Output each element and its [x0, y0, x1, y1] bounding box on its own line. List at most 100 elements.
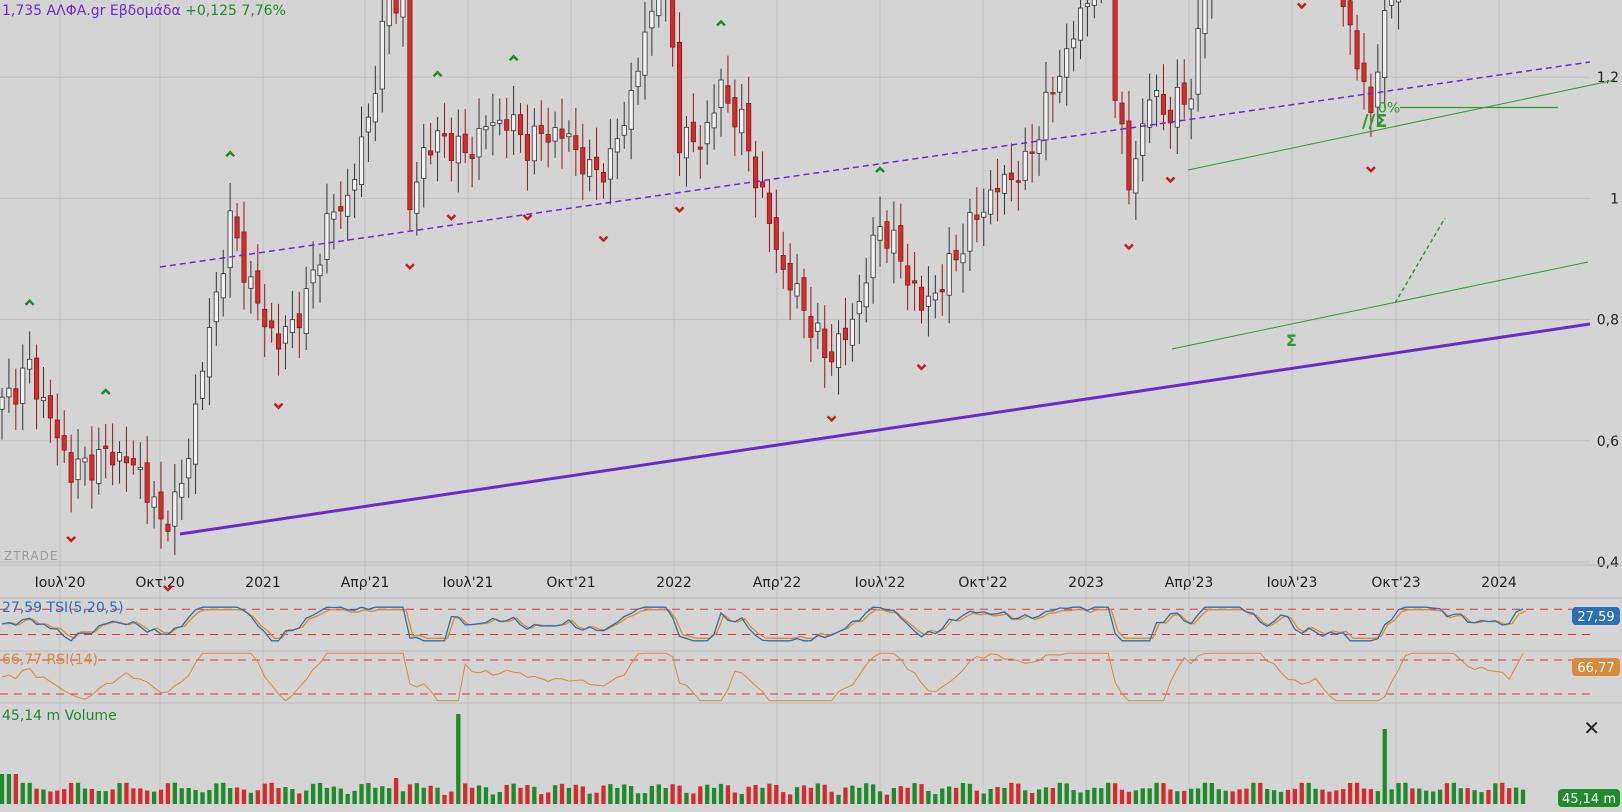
volume-bar [532, 786, 537, 804]
candle-body [234, 216, 240, 239]
volume-bar [518, 787, 523, 804]
candle [960, 223, 966, 293]
volume-bar [442, 794, 447, 804]
volume-bar [926, 790, 931, 804]
candle-body [1126, 120, 1132, 191]
candle [421, 123, 427, 208]
candle [787, 243, 793, 321]
candle-body [338, 206, 344, 212]
volume-bar [732, 792, 737, 804]
volume-bar [1348, 782, 1353, 804]
volume-bar [407, 784, 413, 804]
volume-bar [1465, 788, 1470, 804]
candle-body [842, 327, 849, 341]
volume-bar [974, 790, 979, 804]
channel-lower-line [1171, 261, 1589, 350]
candle-body [759, 181, 766, 188]
candle-body [670, 0, 676, 48]
watermark: ZTRADE [4, 549, 58, 563]
candle-body [849, 318, 855, 346]
candle [925, 266, 931, 337]
volume-bar [870, 784, 876, 804]
candle-body [75, 458, 81, 481]
channel-upper-line [1187, 79, 1616, 171]
volume-bar [186, 787, 191, 804]
candle-body [1112, 0, 1118, 101]
candle [621, 101, 627, 149]
candle-body [960, 253, 966, 264]
volume-bar [1354, 782, 1360, 804]
volume-bar [1057, 782, 1062, 804]
candle-body [974, 214, 980, 220]
candle [1057, 49, 1063, 104]
y-tick-label: 0,4 [1597, 555, 1619, 571]
volume-bar [1189, 788, 1194, 804]
candle [594, 127, 600, 200]
volume-bar [1161, 783, 1166, 804]
candle-body [856, 301, 862, 315]
candle-body [27, 358, 33, 370]
candle [842, 297, 849, 366]
rsi-tag-bg [1572, 658, 1620, 676]
candle-body [676, 41, 683, 154]
x-tick-label: Ιουλ'23 [1267, 575, 1318, 591]
candle-body [898, 225, 904, 262]
candle-body [566, 133, 572, 138]
candle-body [393, 0, 399, 14]
candle [1147, 73, 1153, 144]
volume-tag-bg [1558, 789, 1620, 807]
candle-body [877, 226, 883, 241]
volume-bar [228, 788, 233, 804]
volume-bar [649, 785, 655, 804]
candle-body [1375, 71, 1381, 108]
candle-body [1050, 92, 1056, 95]
volume-bar [41, 789, 46, 804]
volume-bar [1306, 782, 1311, 804]
volume-bar [255, 790, 260, 804]
volume-bar [1016, 783, 1021, 804]
volume-bar [877, 791, 883, 804]
candle-body [932, 292, 938, 301]
volume-bar [1036, 789, 1042, 804]
candle-body [766, 192, 772, 224]
candle-body [110, 451, 116, 466]
candle [725, 55, 731, 113]
candle [96, 427, 102, 495]
candle-body [483, 126, 489, 131]
volume-bar [670, 784, 675, 804]
resistance-trendline [159, 61, 1591, 268]
volume-bar [276, 787, 281, 804]
swing-high-marker [100, 388, 111, 395]
volume-bar [283, 787, 288, 804]
candle [47, 379, 53, 443]
volume-bar [767, 783, 772, 804]
candle-body [289, 319, 295, 333]
candle [891, 201, 897, 284]
y-tick-label: 1,2 [1597, 70, 1619, 86]
candle [248, 261, 254, 314]
candle-body [227, 210, 233, 269]
candle-body [739, 108, 745, 134]
rsi-label: 66,77 RSI(14) [2, 652, 99, 668]
candle-body [690, 121, 696, 143]
candle-body [870, 234, 876, 279]
candle-body [137, 467, 143, 470]
volume-bar [241, 789, 247, 804]
candle [1181, 59, 1187, 119]
candle-body [1202, 0, 1208, 34]
candle-body [421, 147, 427, 179]
close-icon[interactable]: ✕ [1583, 716, 1600, 740]
candle [1126, 90, 1132, 205]
candle-body [255, 270, 261, 304]
candle-body [1382, 10, 1388, 78]
candle [1029, 124, 1035, 183]
volume-bar [608, 784, 613, 804]
candle [656, 0, 662, 28]
candle-body [296, 313, 302, 329]
candle [441, 103, 448, 158]
candle [559, 98, 565, 169]
volume-bar [380, 786, 385, 804]
candle [54, 393, 60, 466]
tsi-signal-line [4, 609, 1527, 640]
